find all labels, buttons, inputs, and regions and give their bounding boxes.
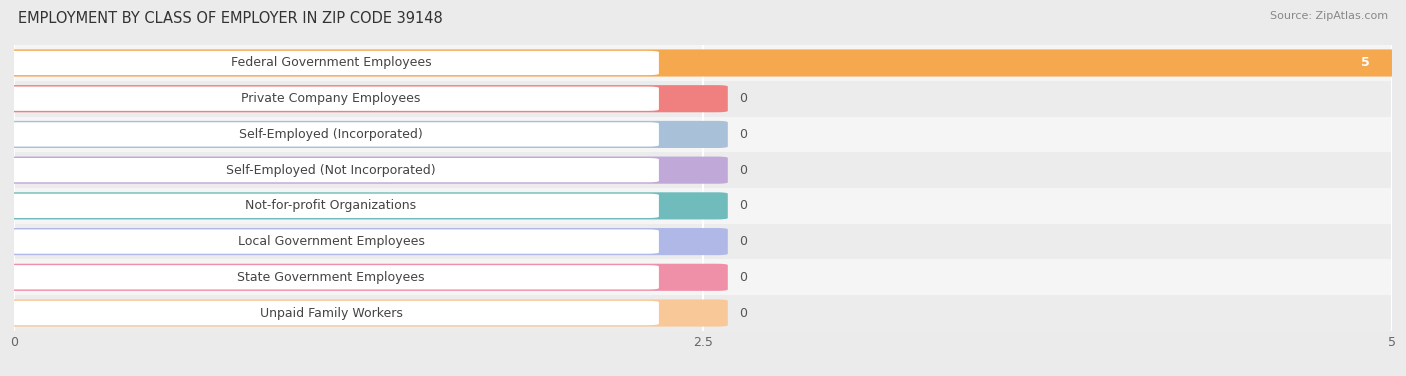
FancyBboxPatch shape [3,229,659,254]
FancyBboxPatch shape [3,121,728,148]
FancyBboxPatch shape [3,301,659,325]
Bar [14,152,1392,188]
Bar [14,45,1392,81]
Bar [14,259,1392,295]
FancyBboxPatch shape [3,265,659,290]
Bar [14,188,1392,224]
Bar [14,117,1392,152]
Text: 0: 0 [738,199,747,212]
FancyBboxPatch shape [3,122,659,147]
Text: 0: 0 [738,271,747,284]
FancyBboxPatch shape [3,264,728,291]
Text: Unpaid Family Workers: Unpaid Family Workers [260,306,402,320]
Text: Federal Government Employees: Federal Government Employees [231,56,432,70]
Text: Not-for-profit Organizations: Not-for-profit Organizations [246,199,416,212]
FancyBboxPatch shape [3,194,659,218]
Bar [14,81,1392,117]
Text: EMPLOYMENT BY CLASS OF EMPLOYER IN ZIP CODE 39148: EMPLOYMENT BY CLASS OF EMPLOYER IN ZIP C… [18,11,443,26]
FancyBboxPatch shape [3,51,659,75]
Text: 0: 0 [738,92,747,105]
Bar [14,295,1392,331]
Text: Self-Employed (Not Incorporated): Self-Employed (Not Incorporated) [226,164,436,177]
Text: State Government Employees: State Government Employees [238,271,425,284]
Text: 0: 0 [738,164,747,177]
FancyBboxPatch shape [3,156,728,184]
FancyBboxPatch shape [3,228,728,255]
Text: Source: ZipAtlas.com: Source: ZipAtlas.com [1270,11,1388,21]
Text: Local Government Employees: Local Government Employees [238,235,425,248]
Text: Private Company Employees: Private Company Employees [242,92,420,105]
FancyBboxPatch shape [3,158,659,182]
FancyBboxPatch shape [3,192,728,220]
Text: Self-Employed (Incorporated): Self-Employed (Incorporated) [239,128,423,141]
Text: 5: 5 [1361,56,1369,70]
FancyBboxPatch shape [3,86,659,111]
Text: 0: 0 [738,306,747,320]
FancyBboxPatch shape [3,299,728,327]
FancyBboxPatch shape [3,49,1403,77]
Bar [14,224,1392,259]
FancyBboxPatch shape [3,85,728,112]
Text: 0: 0 [738,128,747,141]
Text: 0: 0 [738,235,747,248]
